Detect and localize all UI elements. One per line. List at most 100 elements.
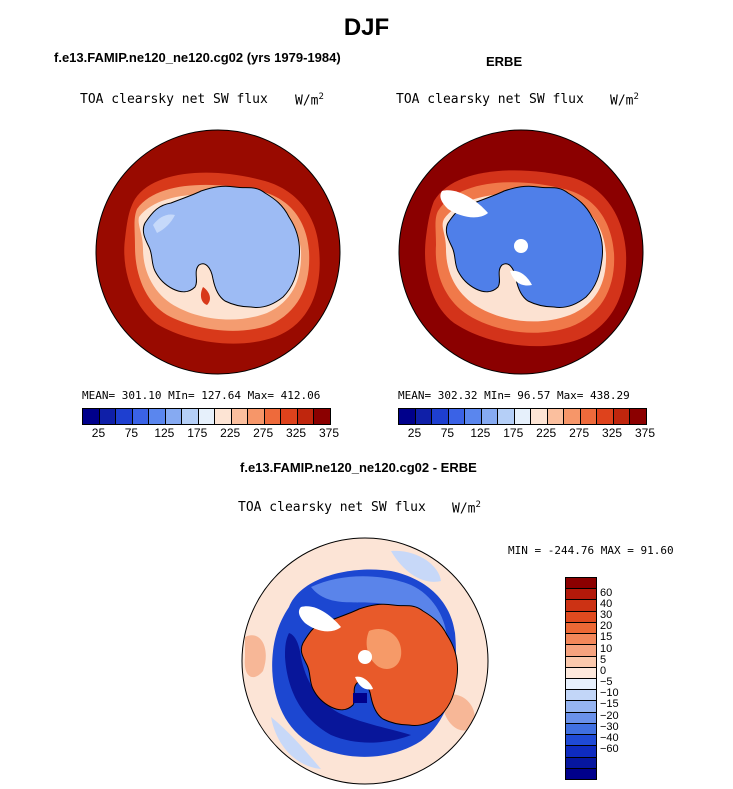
negative-patch xyxy=(391,550,441,582)
colorbar-swatch xyxy=(248,409,265,424)
interior-high xyxy=(366,629,402,669)
colorbar-swatch xyxy=(566,735,596,747)
panel-diff-colorbar xyxy=(565,577,597,780)
colorbar-tick-label: 175 xyxy=(503,426,524,440)
colorbar-swatch xyxy=(531,409,548,424)
colorbar-tick-label: 40 xyxy=(600,597,613,610)
colorbar-tick-label: 275 xyxy=(569,426,590,440)
colorbar-tick-label: 225 xyxy=(220,426,241,440)
coastal-anomaly xyxy=(200,287,210,305)
pole-hole xyxy=(514,239,528,253)
colorbar-swatch xyxy=(566,667,596,679)
panel-model-map xyxy=(95,129,341,375)
colorbar-tick-label: 225 xyxy=(536,426,557,440)
colorbar-tick-label: 60 xyxy=(600,586,613,599)
colorbar-tick-label: −30 xyxy=(600,720,619,733)
colorbar-tick-label: −60 xyxy=(600,743,619,756)
colorbar-swatch xyxy=(566,712,596,724)
panel-obs-colorbar-ticks: 25 75 125 175 225 275 325 375 xyxy=(398,426,655,440)
colorbar-tick-label: 125 xyxy=(470,426,491,440)
colorbar-tick-label: 20 xyxy=(600,620,613,633)
pole-hole xyxy=(358,650,372,664)
panel-obs-units: W/m2 xyxy=(610,92,639,109)
colorbar-swatch xyxy=(514,409,532,424)
colorbar-swatch xyxy=(566,611,596,623)
colorbar-swatch xyxy=(566,701,596,713)
colorbar-swatch xyxy=(566,589,596,601)
negative-patch xyxy=(271,717,321,769)
negative-band xyxy=(311,576,447,637)
colorbar-swatch xyxy=(83,409,100,424)
panel-obs-field: TOA clearsky net SW flux xyxy=(396,92,584,107)
colorbar-swatch xyxy=(566,645,596,657)
positive-patch xyxy=(244,635,266,678)
colorbar-tick-label: 25 xyxy=(407,426,422,440)
colorbar-swatch xyxy=(415,409,433,424)
colorbar-swatch xyxy=(566,622,596,635)
colorbar-tick-label: 125 xyxy=(154,426,175,440)
colorbar-tick-label: 75 xyxy=(440,426,455,440)
colorbar-swatch xyxy=(564,409,581,424)
colorbar-swatch xyxy=(432,409,449,424)
colorbar-tick-label: 75 xyxy=(124,426,139,440)
colorbar-tick-label: −20 xyxy=(600,709,619,722)
colorbar-swatch xyxy=(198,409,216,424)
panel-obs-subtitle: ERBE xyxy=(486,54,523,69)
panel-diff-subtitle: f.e13.FAMIP.ne120_ne120.cg02 - ERBE xyxy=(240,460,477,475)
ice-shelf xyxy=(355,676,373,690)
colorbar-swatch xyxy=(399,409,416,424)
colorbar-tick-label: −40 xyxy=(600,731,619,744)
colorbar-swatch xyxy=(465,409,482,424)
colorbar-swatch xyxy=(597,409,614,424)
colorbar-swatch xyxy=(149,409,166,424)
missing-data-patch xyxy=(440,190,488,218)
colorbar-swatch xyxy=(448,409,466,424)
colorbar-swatch xyxy=(566,600,596,612)
antarctica xyxy=(142,185,300,308)
colorbar-tick-label: 375 xyxy=(318,426,340,440)
colorbar-tick-label: 325 xyxy=(286,426,307,440)
colorbar-tick-label: −15 xyxy=(600,698,619,711)
ice-shelf xyxy=(153,214,175,233)
colorbar-swatch xyxy=(613,409,631,424)
colorbar-swatch xyxy=(314,409,330,424)
negative-ring-deep xyxy=(285,633,411,743)
panel-diff-stats: MIN = -244.76 MAX = 91.60 xyxy=(508,544,674,557)
panel-model-subtitle: f.e13.FAMIP.ne120_ne120.cg02 (yrs 1979-1… xyxy=(54,50,341,65)
colorbar-tick-label: 325 xyxy=(602,426,623,440)
panel-diff-units: W/m2 xyxy=(452,500,481,517)
colorbar-tick-label: 5 xyxy=(600,653,607,666)
colorbar-tick-label: 25 xyxy=(91,426,106,440)
colorbar-tick-label: −10 xyxy=(600,687,619,700)
colorbar-tick-label: 30 xyxy=(600,609,613,622)
colorbar-swatch xyxy=(630,409,646,424)
figure-title: DJF xyxy=(343,14,390,41)
colorbar-swatch xyxy=(498,409,515,424)
panel-obs-stats: MEAN= 302.32 MIn= 96.57 Max= 438.29 xyxy=(398,389,630,402)
colorbar-swatch xyxy=(99,409,117,424)
ice-shelf xyxy=(510,270,532,286)
colorbar-swatch xyxy=(231,409,249,424)
colorbar-swatch xyxy=(566,678,596,691)
panel-diff-map xyxy=(241,537,489,785)
panel-model-colorbar xyxy=(82,408,331,425)
colorbar-tick-label: 375 xyxy=(634,426,656,440)
colorbar-tick-label: 175 xyxy=(187,426,208,440)
colorbar-swatch xyxy=(481,409,499,424)
colorbar-swatch xyxy=(264,409,282,424)
colorbar-tick-label: 15 xyxy=(600,631,613,644)
colorbar-swatch xyxy=(182,409,199,424)
colorbar-swatch xyxy=(547,409,565,424)
colorbar-swatch xyxy=(566,723,596,736)
missing-data-patch xyxy=(298,606,341,632)
panel-obs-map xyxy=(398,129,644,375)
colorbar-swatch xyxy=(132,409,150,424)
colorbar-swatch xyxy=(566,690,596,702)
colorbar-swatch xyxy=(566,578,596,590)
panel-model-colorbar-ticks: 25 75 125 175 225 275 325 375 xyxy=(82,426,339,440)
colorbar-swatch xyxy=(566,757,596,769)
panel-model-field: TOA clearsky net SW flux xyxy=(80,92,268,107)
colorbar-swatch xyxy=(116,409,133,424)
panel-model-stats: MEAN= 301.10 MIn= 127.64 Max= 412.06 xyxy=(82,389,321,402)
colorbar-tick-label: 275 xyxy=(253,426,274,440)
